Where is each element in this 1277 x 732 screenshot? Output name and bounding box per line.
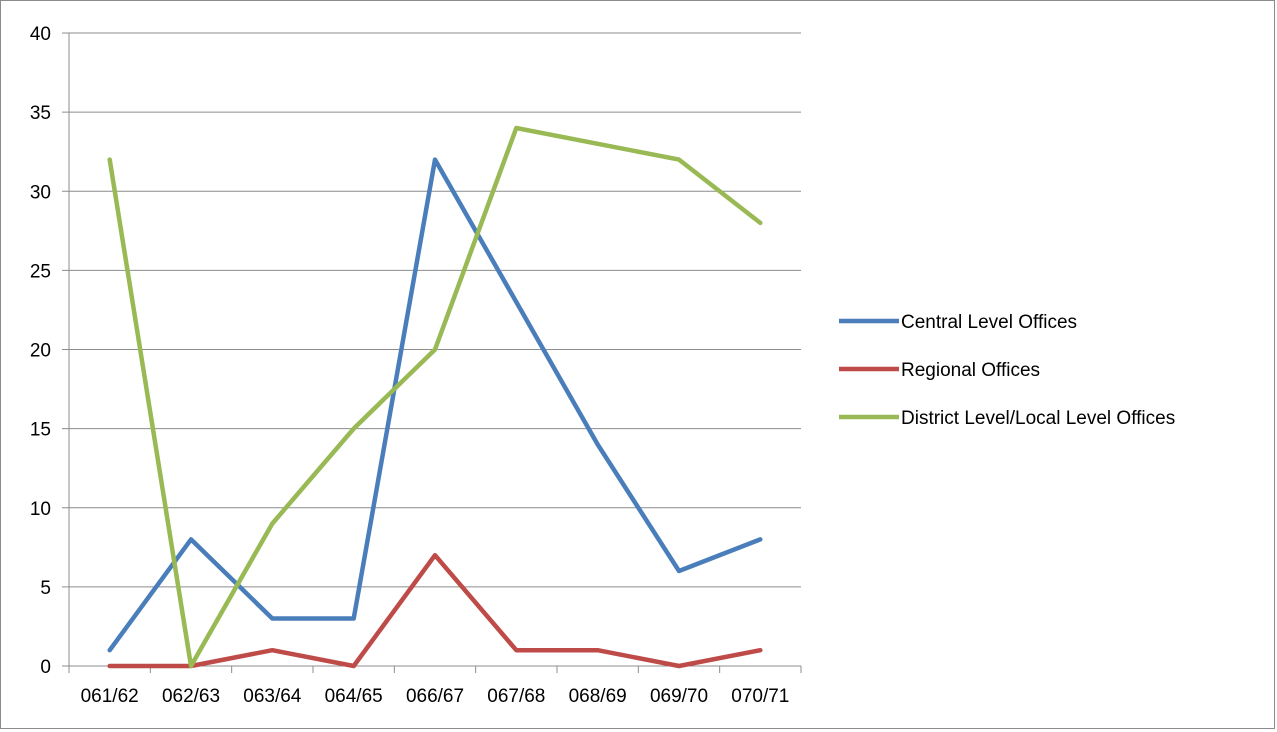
y-tick-label: 15: [30, 420, 51, 441]
x-tick-label: 068/69: [569, 686, 627, 707]
x-tick-label: 070/71: [731, 686, 789, 707]
legend: Central Level Offices Regional Offices Dis…: [839, 312, 1175, 429]
legend-label: Central Level Offices: [901, 312, 1077, 333]
x-tick-label: 061/62: [81, 686, 139, 707]
y-tick-label: 40: [30, 24, 51, 45]
y-tick-label: 10: [30, 499, 51, 520]
x-tick-label: 066/67: [406, 686, 464, 707]
x-tick-label: 069/70: [650, 686, 708, 707]
y-tick-label: 0: [40, 657, 51, 678]
x-axis-ticks: 061/62 062/63 063/64 064/65 066/67 067/68 068/…: [68, 666, 802, 707]
y-tick-label: 20: [30, 341, 51, 362]
y-axis-ticks: 0 5 10 15 20 25 30 35 40: [30, 24, 69, 678]
series-line-1: [107, 157, 763, 653]
series-line-3: [107, 125, 763, 669]
legend-label: Regional Offices: [901, 360, 1040, 381]
legend-label: District Level/Local Level Offices: [901, 408, 1175, 429]
y-tick-label: 30: [30, 182, 51, 203]
y-tick-label: 35: [30, 103, 51, 124]
x-tick-label: 067/68: [487, 686, 545, 707]
gridlines: [69, 32, 801, 588]
x-tick-label: 064/65: [325, 686, 383, 707]
x-tick-label: 063/64: [243, 686, 302, 707]
y-tick-label: 25: [30, 261, 51, 282]
x-tick-label: 062/63: [162, 686, 220, 707]
series-lines: [107, 125, 763, 669]
series-line-2: [107, 552, 763, 669]
y-tick-label: 5: [40, 578, 51, 599]
